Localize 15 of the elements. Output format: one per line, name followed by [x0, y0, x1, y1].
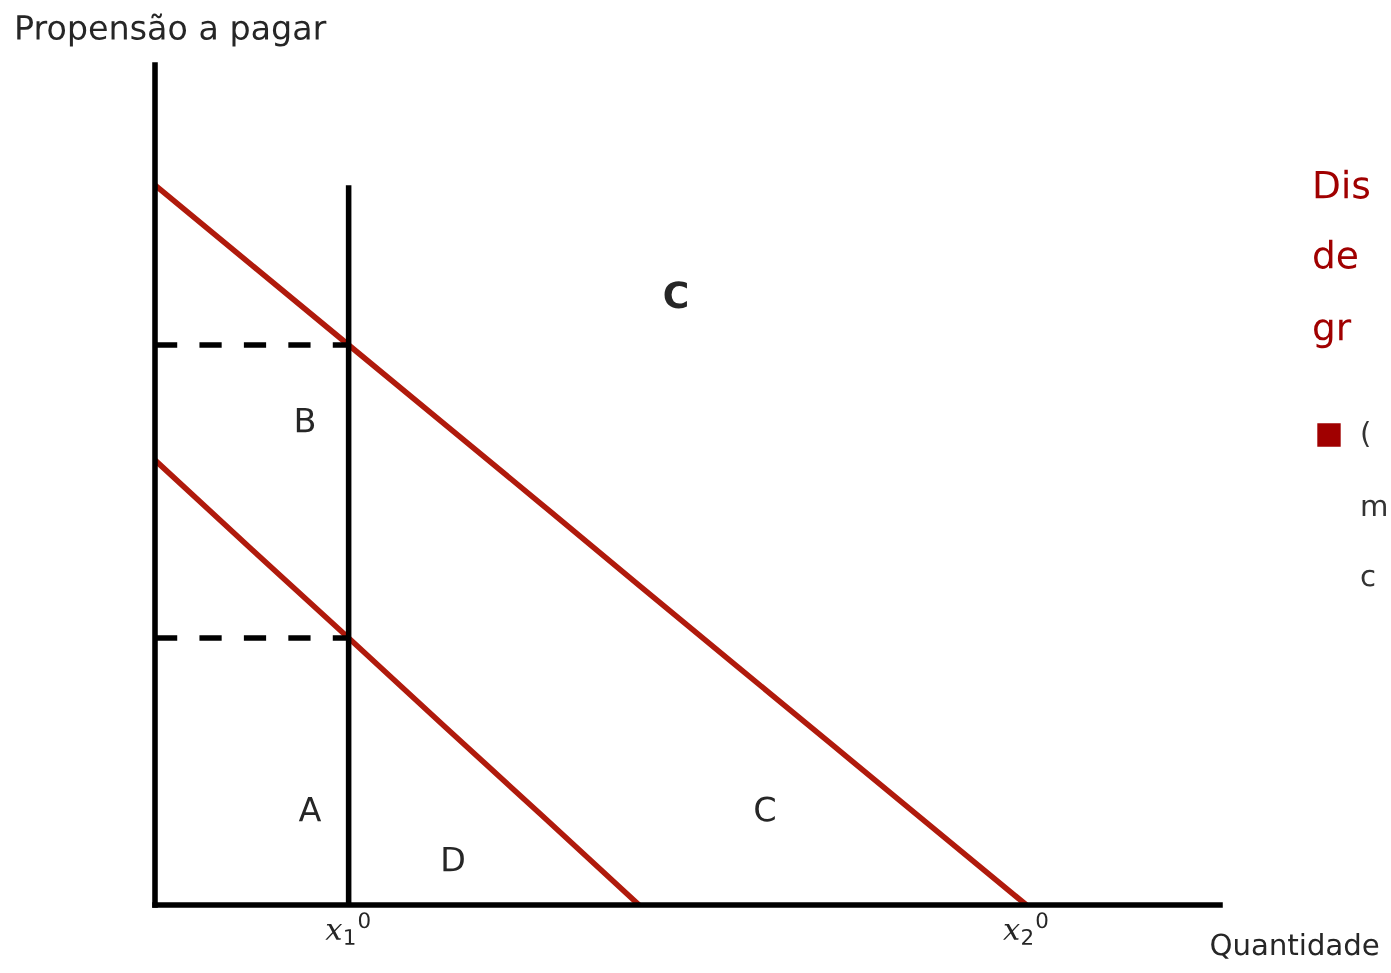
text: gr [1314, 319, 1352, 349]
text: ( [1362, 420, 1370, 447]
y-axis-title: Propensão a pagar [17, 13, 327, 47]
annotation: C [755, 796, 775, 822]
annotation: C [664, 281, 687, 309]
x-tick-label: x$_{2}$$^{0}$ [1003, 912, 1048, 945]
text: c [1361, 569, 1375, 587]
x-axis-title: Quantidade [1211, 932, 1379, 959]
annotation: D [443, 846, 464, 872]
text: de [1314, 239, 1357, 269]
x-tick-label: x$_{1}$$^{0}$ [325, 912, 370, 945]
annotation: A [298, 796, 322, 822]
text: m [1362, 499, 1386, 517]
text: Dis [1315, 169, 1369, 199]
annotation: B [296, 407, 315, 433]
